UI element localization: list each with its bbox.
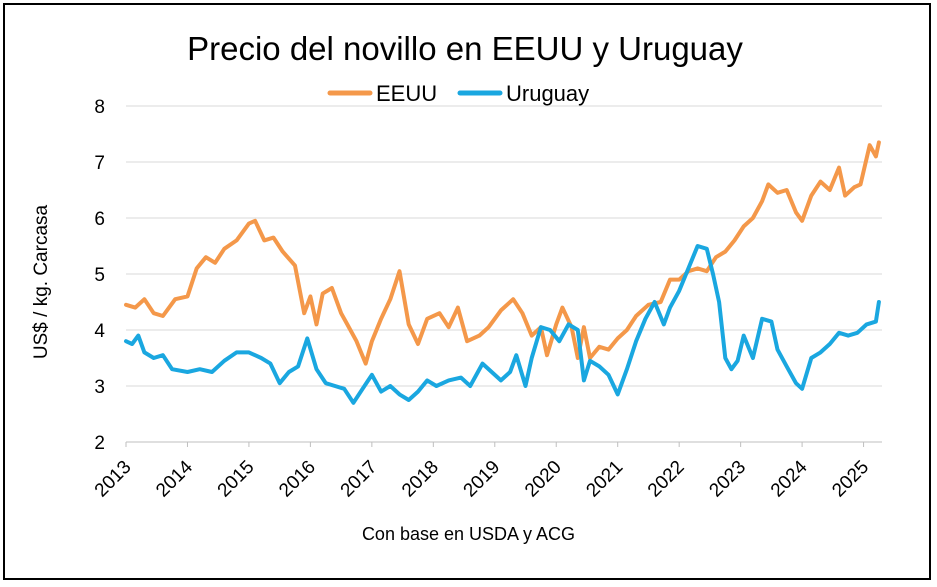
y-tick-label: 4 bbox=[94, 321, 105, 342]
legend-label-eeuu: EEUU bbox=[376, 81, 437, 106]
y-tick-label: 7 bbox=[94, 153, 105, 174]
x-tick-label: 2019 bbox=[460, 457, 505, 502]
chart-title: Precio del novillo en EEUU y Uruguay bbox=[187, 30, 743, 67]
y-tick-label: 3 bbox=[94, 377, 105, 398]
series-line-eeuu bbox=[124, 140, 881, 366]
x-tick-label: 2015 bbox=[214, 457, 259, 502]
x-tick-label: 2018 bbox=[398, 457, 443, 502]
x-tick-label: 2024 bbox=[767, 456, 812, 501]
x-tick-label: 2016 bbox=[275, 457, 320, 502]
y-tick-label: 2 bbox=[94, 433, 105, 454]
chart-frame bbox=[3, 3, 931, 580]
x-tick-label: 2023 bbox=[705, 457, 750, 502]
x-tick-label: 2014 bbox=[152, 456, 197, 501]
y-tick-label: 5 bbox=[94, 265, 105, 286]
x-tick-label: 2025 bbox=[828, 457, 873, 502]
x-tick-label: 2021 bbox=[582, 457, 627, 502]
x-tick-label: 2022 bbox=[644, 457, 689, 502]
y-tick-label: 8 bbox=[94, 97, 105, 118]
x-tick-label: 2017 bbox=[337, 457, 382, 502]
legend-label-uruguay: Uruguay bbox=[506, 81, 589, 106]
series-line-uruguay bbox=[124, 244, 881, 405]
x-axis-caption: Con base en USDA y ACG bbox=[361, 524, 576, 544]
x-tick-label: 2020 bbox=[521, 457, 566, 502]
x-tick-label: 2013 bbox=[91, 457, 136, 502]
y-tick-label: 6 bbox=[94, 209, 105, 230]
